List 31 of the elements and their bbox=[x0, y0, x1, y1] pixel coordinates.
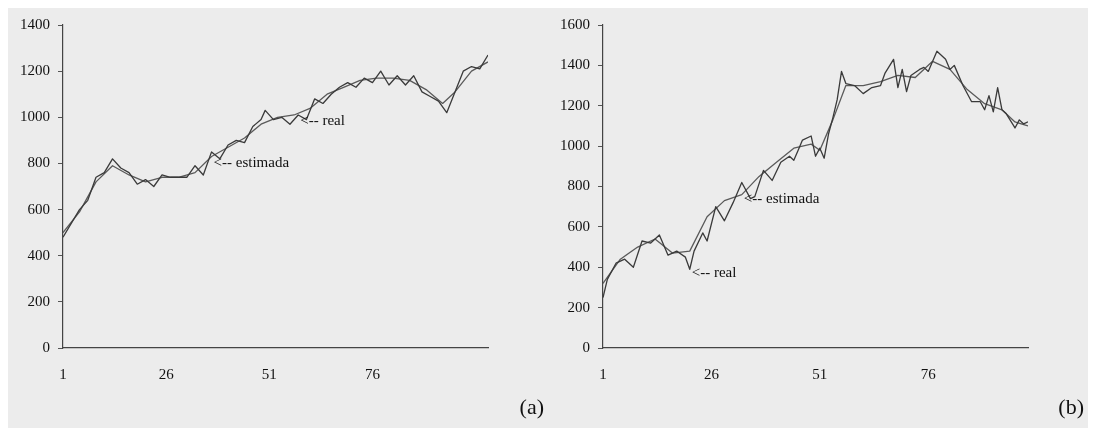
y-tick-label: 200 bbox=[567, 298, 590, 315]
y-tick-label: 1200 bbox=[560, 96, 590, 113]
y-tick-label: 400 bbox=[567, 258, 590, 275]
x-tick-label: 26 bbox=[703, 365, 720, 382]
x-tick-label: 51 bbox=[812, 365, 828, 382]
y-tick-label: 1400 bbox=[560, 56, 590, 73]
y-tick-label: 1000 bbox=[560, 137, 590, 154]
y-tick-label: 1200 bbox=[20, 62, 50, 79]
y-tick-label: 200 bbox=[27, 292, 50, 309]
y-tick-label: 800 bbox=[567, 177, 590, 194]
y-tick-label: 1600 bbox=[560, 15, 590, 32]
y-tick-label: 400 bbox=[27, 246, 50, 263]
text: (b) bbox=[1058, 393, 1084, 419]
y-tick-label: 0 bbox=[582, 338, 590, 355]
x-tick-label: 26 bbox=[158, 365, 175, 382]
x-tick-label: 51 bbox=[261, 365, 277, 382]
y-tick-label: 1000 bbox=[20, 108, 50, 125]
y-tick-label: 600 bbox=[567, 217, 590, 234]
y-tick-label: 800 bbox=[27, 154, 50, 171]
x-tick-label: 1 bbox=[599, 365, 607, 382]
text: (a) bbox=[519, 393, 544, 419]
x-tick-label: 1 bbox=[59, 365, 67, 382]
x-tick-label: 76 bbox=[364, 365, 381, 382]
annotation: <-- real bbox=[300, 112, 345, 129]
y-tick-label: 0 bbox=[42, 338, 50, 355]
annotation: <-- estimada bbox=[743, 189, 820, 206]
annotation: <-- real bbox=[691, 264, 737, 281]
y-tick-label: 600 bbox=[27, 200, 50, 217]
y-tick-label: 1400 bbox=[20, 15, 50, 32]
annotation: <-- estimada bbox=[213, 153, 290, 170]
x-tick-label: 76 bbox=[920, 365, 937, 382]
